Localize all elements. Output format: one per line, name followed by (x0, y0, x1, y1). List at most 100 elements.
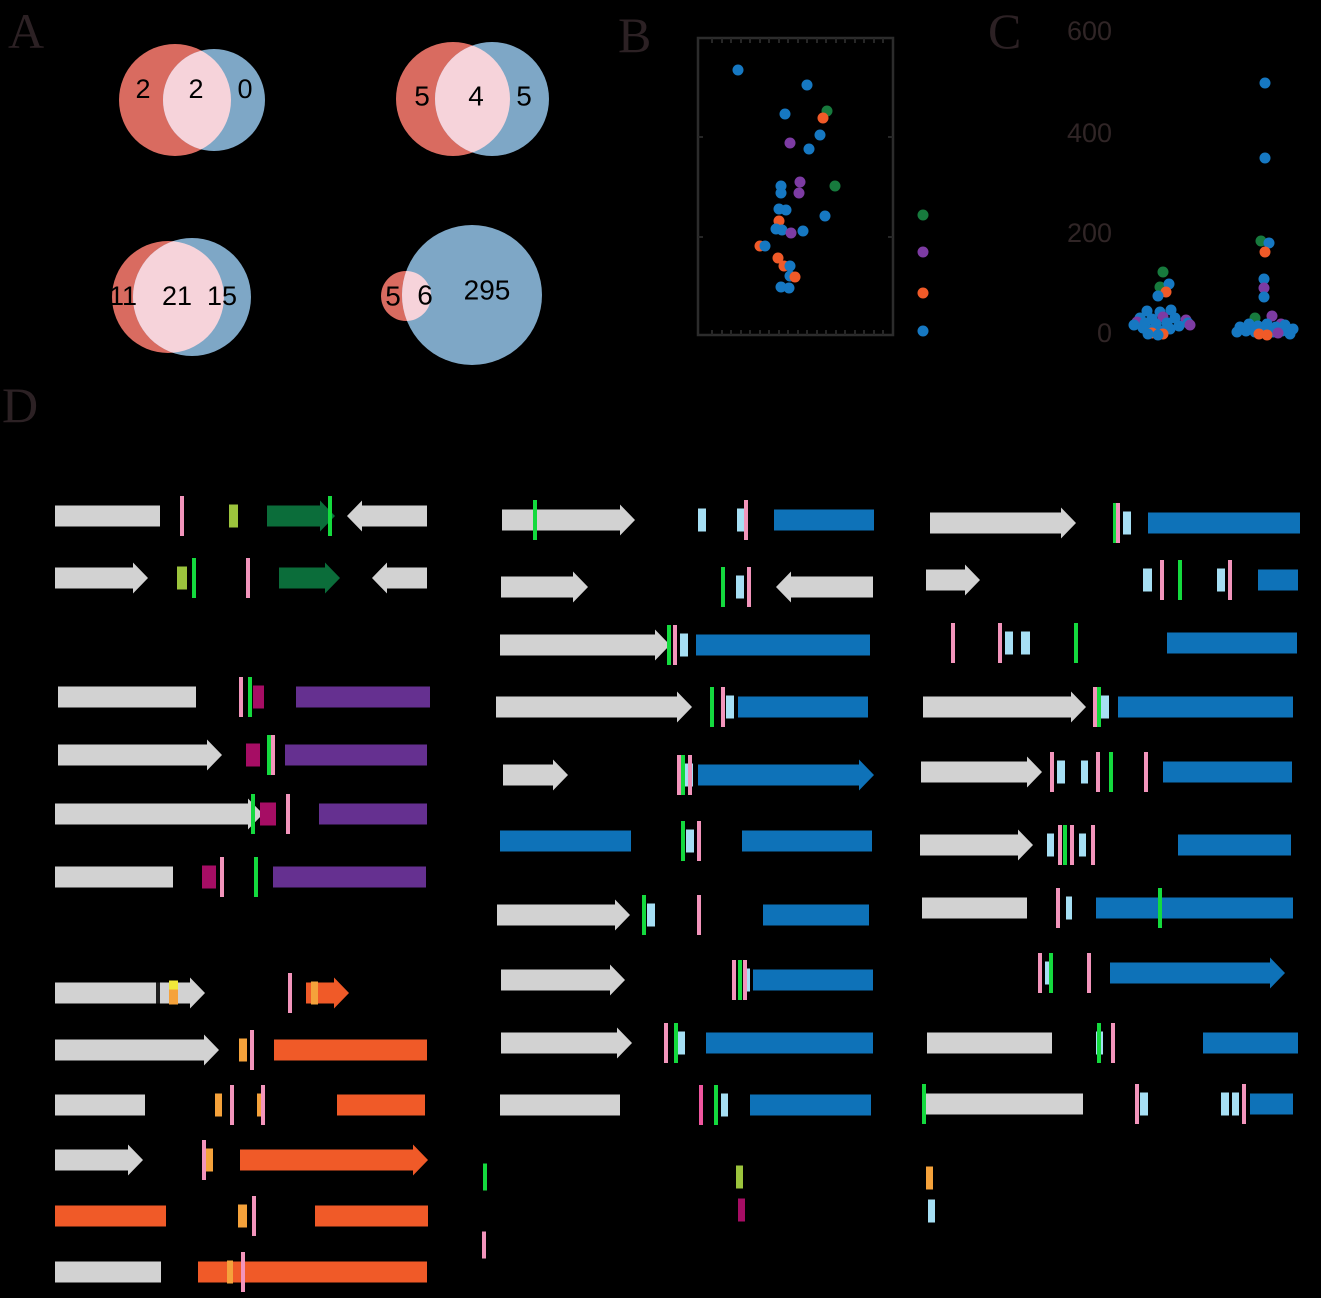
gene-map-row (58, 735, 427, 775)
scatter-point-blue (819, 210, 831, 222)
gene-box-gray (55, 505, 160, 527)
venn-diagram: 5 6 295 (381, 225, 542, 365)
feature-tick-pink (271, 735, 275, 775)
feature-tick-pink (1096, 752, 1100, 792)
feature-tick-green (328, 496, 332, 536)
gene-map-row (55, 496, 427, 536)
feature-tick-green (681, 821, 685, 861)
feature-tick-pink (252, 1196, 256, 1236)
gene-box-blue (1258, 569, 1298, 591)
scatter-point-blue (732, 64, 744, 76)
venn-count-label: 5 (516, 81, 532, 112)
strip-point-blue (1259, 77, 1271, 89)
gene-box-gray (927, 1032, 1052, 1054)
scatter-point-blue (776, 224, 788, 236)
y-axis-tick-label: 400 (1067, 118, 1112, 148)
gene-box-blue (774, 509, 874, 531)
gene-map-row (55, 1085, 425, 1125)
feature-tick-pink (246, 558, 250, 598)
feature-tick-green (1109, 752, 1113, 792)
feature-box-cyan (1221, 1092, 1229, 1116)
feature-box-magenta (260, 802, 276, 826)
feature-tick-green (1074, 623, 1078, 663)
feature-box-cyan (1232, 1092, 1239, 1116)
scatter-frame (696, 36, 895, 337)
feature-tick-green (667, 625, 671, 665)
feature-tick-pink (1070, 825, 1074, 865)
gene-map-row (55, 857, 426, 897)
feature-tick-pink (1056, 888, 1060, 928)
gene-arrow-orange (240, 1144, 428, 1176)
gene-box-blue (1096, 897, 1293, 919)
scatter-point-blue (775, 187, 787, 199)
feature-tick-pink (1228, 560, 1232, 600)
feature-tick-green (710, 687, 714, 727)
feature-tick-pink (230, 1085, 234, 1125)
strip-point-orange (1253, 328, 1265, 340)
gene-arrow-gray (55, 977, 205, 1009)
feature-tick-pink (743, 960, 747, 1000)
panel-d-label: D (2, 377, 39, 433)
scatter-point-orange (789, 271, 801, 283)
feature-box-cyan (1066, 896, 1072, 920)
strip-point-blue (1263, 237, 1275, 249)
feature-box-cyan (726, 695, 734, 719)
gene-box-gray (58, 686, 196, 708)
venn-count-label: 295 (464, 275, 511, 306)
feature-tick-pink (286, 794, 290, 834)
feature-tick-pink (1116, 503, 1120, 543)
strip-point-blue (1141, 305, 1153, 317)
feature-box-cyan (737, 508, 745, 532)
feature-box-cyan (1079, 833, 1086, 857)
venn-count-label: 5 (414, 81, 430, 112)
gene-map-row (500, 625, 870, 665)
venn-right-circle (402, 225, 542, 365)
gene-map-row (497, 895, 869, 935)
feature-box-yo (926, 1166, 933, 1190)
venn-count-label: 2 (135, 74, 150, 104)
gene-map-row (920, 825, 1291, 865)
feature-box-cyan (680, 633, 688, 657)
feature-tick-pink (951, 623, 955, 663)
gene-arrow-gray (920, 829, 1033, 861)
gene-map-row (58, 677, 430, 717)
feature-tick-green (483, 1163, 487, 1191)
feature-box-cyan (1101, 695, 1109, 719)
feature-tick-pink (1091, 825, 1095, 865)
feature-tick-pink (688, 755, 692, 795)
strip-point-blue (1128, 319, 1140, 331)
strip-point-orange (1261, 329, 1273, 341)
gene-arrow-gray (926, 564, 980, 596)
scatter-point-blue (784, 260, 796, 272)
feature-tick-green (1097, 687, 1101, 727)
feature-tick-pink (697, 895, 701, 935)
feature-box-magenta (253, 685, 264, 709)
strip-point-blue (1258, 273, 1270, 285)
feature-tick-green (1097, 1023, 1101, 1063)
gene-box-gray (500, 1094, 620, 1116)
feature-tick-pink (1242, 1084, 1246, 1124)
venn-overlap-region (435, 42, 510, 156)
feature-box-cyan (1021, 631, 1030, 655)
strip-point-blue (1240, 325, 1252, 337)
gene-map-row (922, 1084, 1293, 1124)
scatter-point-blue (797, 225, 809, 237)
gene-arrow-blue (1110, 957, 1285, 989)
feature-tick-pink (1050, 752, 1054, 792)
gene-box-blue (1148, 512, 1300, 534)
feature-box-yg (736, 1165, 743, 1189)
venn-count-label: 6 (417, 280, 433, 311)
strip-point-blue (1152, 329, 1164, 341)
gene-map-row (500, 1085, 871, 1125)
gene-arrow-gray (497, 899, 630, 931)
gene-box-gray (922, 897, 1027, 919)
gene-arrow-gray (347, 500, 427, 532)
gene-arrow-gray (496, 691, 692, 723)
feature-box-cyan (698, 508, 706, 532)
gene-box-blue (696, 634, 870, 656)
gene-arrow-gray (501, 964, 625, 996)
scatter-point-blue (780, 204, 792, 216)
feature-box-cyan (1057, 760, 1065, 784)
feature-tick-pink (677, 755, 681, 795)
strip-point-blue (1231, 326, 1243, 338)
